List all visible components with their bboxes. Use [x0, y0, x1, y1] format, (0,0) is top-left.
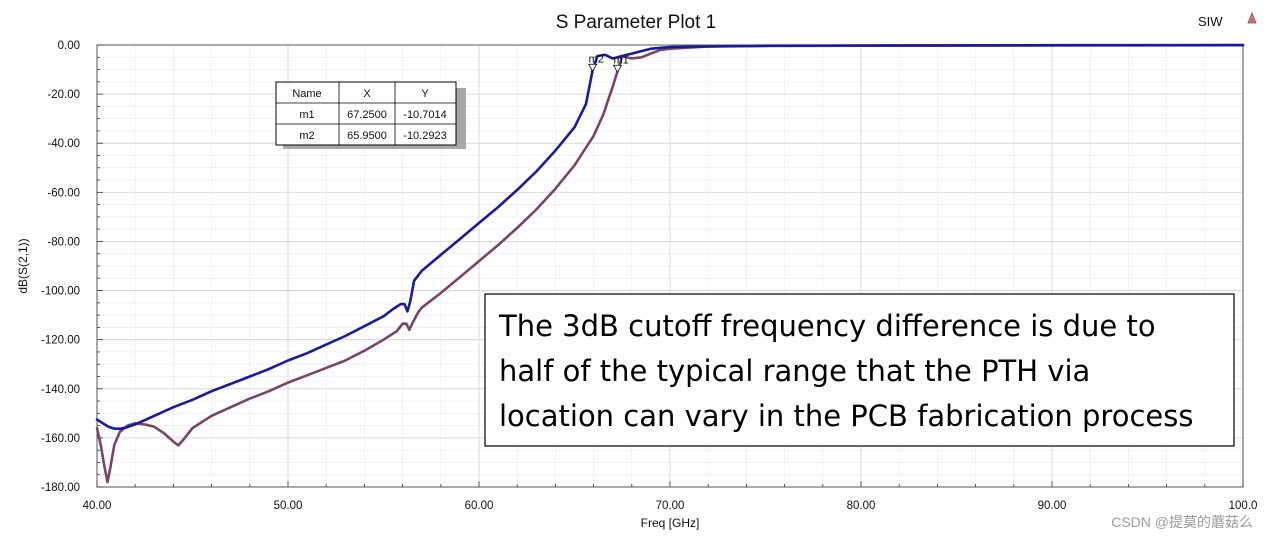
y-axis-label: dB(S(2,1)) — [16, 238, 30, 293]
y-tick-label: -40.00 — [47, 138, 80, 150]
plot-axes — [96, 44, 1244, 488]
y-tick-label: -160.00 — [41, 433, 80, 445]
x-tick-label: 100.0 — [1229, 500, 1258, 512]
triangle-marker-icon — [1247, 11, 1257, 24]
y-tick-label: -100.00 — [41, 286, 80, 298]
watermark: CSDN @提莫的蘑菇么 — [1111, 514, 1253, 530]
table-cell: m1 — [299, 109, 314, 121]
marker-points: m2 m1 — [587, 53, 629, 74]
table-cell: 67.2500 — [347, 109, 387, 121]
table-cell: -10.7014 — [403, 109, 446, 121]
annotation-line: half of the typical range that the PTH v… — [499, 354, 1090, 388]
table-header-y: Y — [421, 88, 429, 100]
table-cell: -10.2923 — [403, 130, 446, 142]
table-cell: m2 — [299, 130, 314, 142]
marker-table-box — [275, 81, 457, 146]
table-header-name: Name — [292, 88, 321, 100]
marker-triangle — [612, 64, 623, 74]
y-tick-label: -120.00 — [41, 335, 80, 347]
annotation-line: location can vary in the PCB fabrication… — [499, 399, 1193, 433]
x-tick-label: 60.00 — [465, 500, 494, 512]
y-tick-label: -60.00 — [47, 187, 80, 199]
y-tick-label: -20.00 — [47, 89, 80, 101]
y-tick-label: -180.00 — [41, 482, 80, 494]
x-tick-label: 40.00 — [83, 500, 112, 512]
x-tick-label: 80.00 — [847, 500, 876, 512]
series-line — [95, 43, 1245, 431]
y-tick-label: -140.00 — [41, 384, 80, 396]
x-tick-label: 90.00 — [1038, 500, 1067, 512]
annotation-line: The 3dB cutoff frequency difference is d… — [498, 309, 1156, 343]
legend: SIW — [1198, 11, 1257, 29]
y-tick-label: 0.00 — [58, 40, 80, 52]
table-header-x: X — [363, 88, 371, 100]
data-series — [95, 43, 1245, 484]
marker-triangle — [587, 63, 598, 73]
x-tick-label: 50.00 — [274, 500, 303, 512]
marker-label: m1 — [613, 54, 628, 66]
legend-label: SIW — [1198, 14, 1223, 29]
annotation-box: The 3dB cutoff frequency difference is d… — [484, 293, 1235, 447]
x-tick-labels: 40.00 50.00 60.00 70.00 80.00 90.00 100.0 — [83, 500, 1258, 512]
table-cell: 65.9500 — [347, 130, 387, 142]
y-tick-labels: 0.00 -20.00 -40.00 -60.00 -80.00 -100.00 -120.… — [41, 40, 80, 494]
marker-label: m2 — [589, 53, 604, 65]
marker-table[interactable]: Name X Y m1 67.2500 -10.7014 m2 65.9500 … — [275, 81, 466, 149]
chart-title: S Parameter Plot 1 — [556, 12, 717, 33]
x-axis-label: Freq [GHz] — [641, 516, 700, 530]
x-tick-label: 70.00 — [656, 500, 685, 512]
series-line — [95, 43, 1245, 484]
y-tick-label: -80.00 — [47, 236, 80, 248]
